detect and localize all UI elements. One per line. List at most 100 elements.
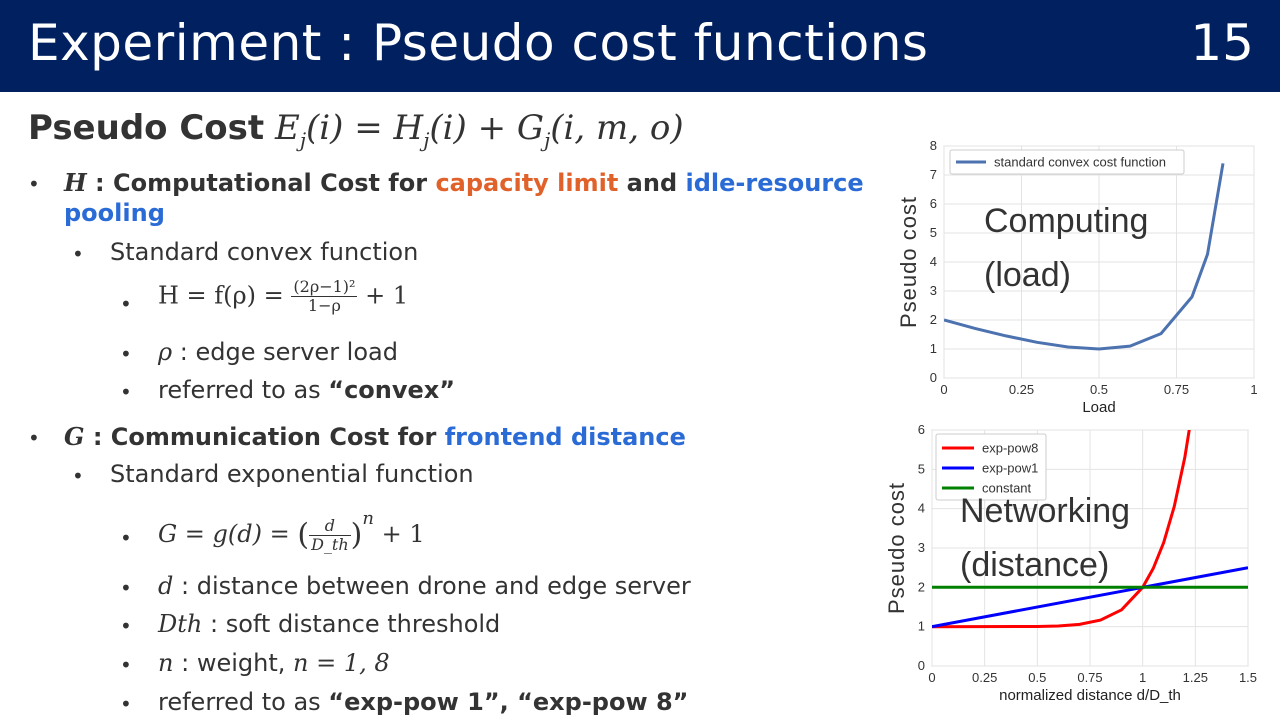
- series-line-standard-convex-cost-function: [944, 163, 1225, 351]
- bullet-dot: •: [120, 342, 132, 366]
- convex-function-label: Standard convex function: [110, 238, 419, 266]
- slide-number: 15: [1190, 14, 1254, 72]
- legend-label: standard convex cost function: [994, 155, 1166, 170]
- y-tick-label: 4: [918, 501, 925, 516]
- slide-header: Experiment : Pseudo cost functions 15: [0, 0, 1280, 92]
- y-tick-label: 1: [930, 341, 937, 356]
- bullet-dot: •: [120, 292, 132, 316]
- dth-symbol: Dth: [158, 610, 203, 638]
- n-desc: : weight,: [173, 649, 293, 677]
- x-tick-label: 0.25: [1009, 382, 1034, 397]
- heading-formula: Ej(i) = Hj(i) + Gj(i, m, o): [274, 108, 684, 152]
- exp-reference: referred to as “exp-pow 1”, “exp-pow 8”: [158, 688, 688, 716]
- bullet-dot: •: [120, 653, 132, 677]
- series-line-exp-pow8: [932, 430, 1191, 629]
- bullet-dot: •: [28, 426, 40, 450]
- x-tick-label: 0: [940, 382, 947, 397]
- y-tick-label: 3: [930, 283, 937, 298]
- idle-resource-highlight: idle-resource: [685, 169, 864, 197]
- overlay-label: Computing: [984, 202, 1148, 240]
- h-frac-den: 1−ρ: [307, 296, 341, 315]
- rho-desc: : edge server load: [172, 338, 398, 366]
- x-tick-label: 0.5: [1028, 670, 1046, 685]
- bullet-dot: •: [120, 526, 132, 550]
- bullet-dot: •: [120, 692, 132, 716]
- bullet-dot: •: [28, 172, 40, 196]
- x-tick-label: 0.75: [1077, 670, 1102, 685]
- y-tick-label: 1: [918, 619, 925, 634]
- y-tick-label: 0: [930, 370, 937, 385]
- x-tick-label: 0.25: [972, 670, 997, 685]
- n-values: n = 1, 8: [293, 649, 390, 677]
- x-tick-label: 0.75: [1164, 382, 1189, 397]
- chart-legend: exp-pow8 exp-pow1 constant: [935, 433, 1047, 501]
- n-definition: n : weight, n = 1, 8: [158, 649, 390, 677]
- y-tick-label: 6: [918, 422, 925, 437]
- h-text-mid: and: [618, 169, 686, 197]
- h-formula-suffix: + 1: [357, 281, 409, 310]
- y-tick-label: 5: [918, 461, 925, 476]
- frontend-distance-highlight: frontend distance: [444, 423, 686, 451]
- g-cost-line: G : Communication Cost for frontend dist…: [64, 422, 686, 451]
- h-formula-prefix: H = f(ρ) =: [158, 281, 292, 310]
- g-symbol: G: [64, 422, 85, 451]
- legend-box: [949, 149, 1185, 175]
- y-tick-label: 4: [930, 254, 937, 269]
- ref-convex: “convex”: [328, 376, 456, 404]
- rho-definition: ρ : edge server load: [158, 338, 398, 366]
- h-formula: H = f(ρ) = (2ρ−1)² 1−ρ + 1: [158, 278, 408, 315]
- y-tick-label: 5: [930, 225, 937, 240]
- h-symbol: H: [64, 168, 87, 197]
- x-tick-label: 0.5: [1090, 382, 1108, 397]
- n-symbol: n: [158, 649, 174, 677]
- pooling-highlight: pooling: [64, 199, 165, 227]
- x-tick-label: 1.5: [1239, 670, 1257, 685]
- h-text-prefix: : Computational Cost for: [86, 169, 436, 197]
- legend-label: exp-pow1: [982, 461, 1038, 476]
- overlay-label: Networking: [960, 492, 1130, 530]
- y-tick-label: 2: [918, 579, 925, 594]
- y-tick-label: 2: [930, 312, 937, 327]
- y-axis-label: Pseudo cost: [884, 482, 909, 614]
- overlay-label: (load): [984, 256, 1071, 294]
- g-frac-den: D_th: [311, 534, 349, 554]
- dth-definition: Dth : soft distance threshold: [158, 610, 500, 638]
- g-formula: G = g(d) = (d D_th)n + 1: [158, 508, 425, 554]
- x-axis-label: Load: [1082, 399, 1115, 416]
- bullet-dot: •: [120, 380, 132, 404]
- y-axis-label: Pseudo cost: [896, 196, 921, 328]
- rho-symbol: ρ: [158, 338, 173, 366]
- chart-legend: standard convex cost function: [949, 149, 1185, 175]
- bullet-dot: •: [120, 576, 132, 600]
- bullet-dot: •: [120, 614, 132, 638]
- x-tick-label: 0: [928, 670, 935, 685]
- legend-box: [935, 433, 1047, 501]
- bullet-dot: •: [72, 464, 84, 488]
- x-tick-label: 1: [1250, 382, 1257, 397]
- computing-cost-chart: 0 0.25 0.5 0.75 1 0 1 2 3 4 5 6 7 8 Load Pseudo cost sta…: [896, 138, 1258, 416]
- ref-prefix: referred to as: [158, 688, 329, 716]
- g-text-prefix: : Communication Cost for: [84, 423, 445, 451]
- g-frac-num: d: [309, 516, 351, 536]
- y-tick-label: 6: [930, 196, 937, 211]
- x-axis-label: normalized distance d/D_th: [999, 687, 1181, 704]
- slide-title: Experiment : Pseudo cost functions: [28, 14, 929, 72]
- ref-exp: “exp-pow 1”, “exp-pow 8”: [328, 688, 689, 716]
- d-definition: d : distance between drone and edge serv…: [158, 572, 691, 600]
- ref-prefix: referred to as: [158, 376, 329, 404]
- y-tick-label: 0: [918, 658, 925, 673]
- h-cost-line: H : Computational Cost for capacity limi…: [64, 168, 864, 197]
- legend-label: constant: [982, 481, 1032, 496]
- g-formula-prefix: G = g(d) =: [158, 520, 298, 548]
- y-tick-label: 8: [930, 138, 937, 153]
- series-line-exp-pow1: [932, 566, 1248, 629]
- x-tick-label: 1: [1139, 670, 1146, 685]
- networking-cost-chart: 0 0.25 0.5 0.75 1 1.25 1.5 0 1 2 3 4 5 6 normalized di…: [884, 422, 1257, 704]
- d-symbol: d: [158, 572, 174, 600]
- g-fraction: d D_th: [309, 516, 351, 554]
- exponential-function-label: Standard exponential function: [110, 460, 474, 488]
- d-desc: : distance between drone and edge server: [173, 572, 691, 600]
- dth-desc: : soft distance threshold: [202, 610, 501, 638]
- capacity-limit-highlight: capacity limit: [435, 169, 619, 197]
- heading-label: Pseudo Cost: [28, 108, 265, 148]
